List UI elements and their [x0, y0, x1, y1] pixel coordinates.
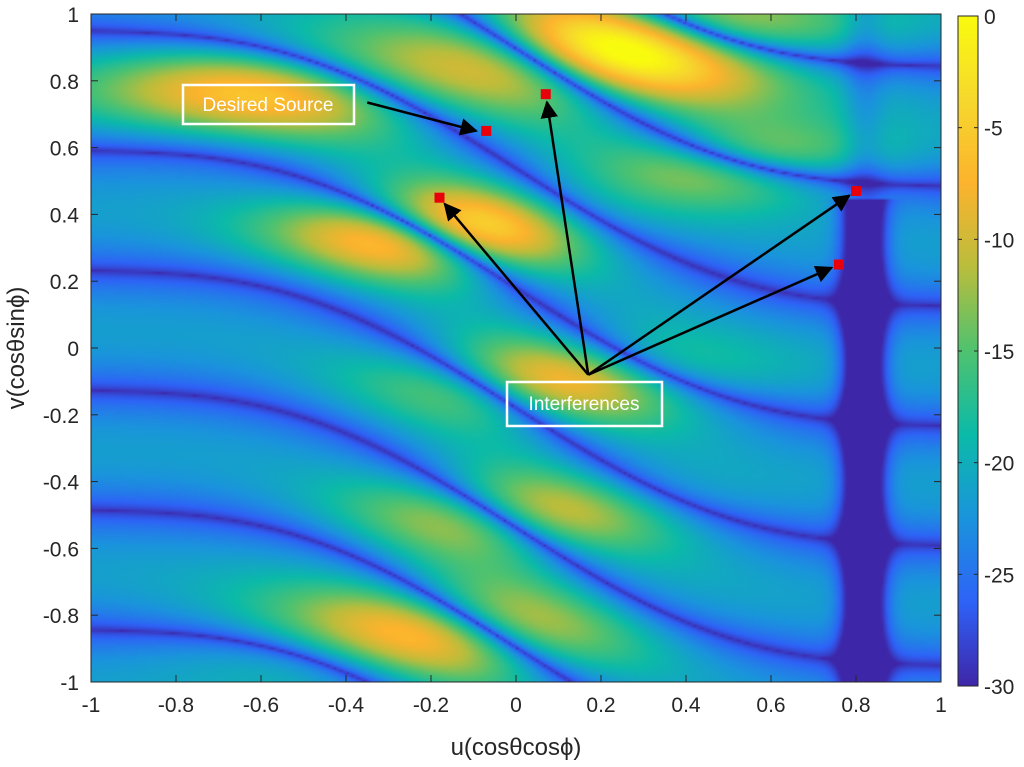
desired-source-label: Desired Source [203, 95, 334, 116]
y-tick-label: -0.6 [43, 538, 79, 561]
y-tick-label: -0.8 [43, 605, 79, 628]
x-tick-label: 1 [935, 694, 947, 717]
colorbar: 0 -5 -10 -15 -20 -25 -30 [957, 6, 1014, 699]
x-axis-label: u(cosθcosϕ) [451, 734, 582, 761]
desired-source-annotation: Desired Source [181, 83, 356, 126]
interference-marker [434, 192, 445, 203]
colorbar-gradient [958, 16, 978, 686]
colorbar-ticks: 0 -5 -10 -15 -20 -25 -30 [958, 6, 1014, 699]
plot-area [90, 13, 942, 683]
desired-source-box [181, 83, 356, 126]
x-tick-label: 0.4 [671, 694, 701, 717]
x-tick-label: 0.8 [841, 694, 870, 717]
interference-arrow [587, 194, 851, 376]
desired-source-marker [481, 125, 492, 136]
x-tick-label: 0.2 [586, 694, 615, 717]
colorbar-tick-label: -10 [984, 229, 1014, 252]
y-tick-label: 1 [67, 4, 79, 27]
colorbar-tick-label: -20 [984, 453, 1014, 476]
y-tick-label: -0.4 [43, 472, 80, 495]
y-tick-label: 0.2 [50, 271, 79, 294]
y-axis-label: v(cosθsinϕ) [3, 287, 30, 410]
y-tick-label: 0.4 [50, 204, 80, 227]
x-tick-label: 0 [510, 694, 522, 717]
interference-arrow [443, 202, 590, 376]
y-tick-label: -1 [60, 672, 79, 695]
desired-source-arrow [366, 101, 478, 136]
interference-arrow [540, 100, 590, 375]
interferences-label: Interferences [529, 394, 640, 415]
x-tick-label: 0.6 [756, 694, 785, 717]
y-tick-label: 0.8 [50, 71, 79, 94]
y-tick-label: 0.6 [50, 138, 79, 161]
x-tick-label: -1 [82, 694, 101, 717]
colorbar-tick-label: -5 [984, 118, 1003, 141]
x-axis-ticks: -1 -0.8 -0.6 -0.4 -0.2 0 0.2 0.4 0.6 0.8 1 [82, 14, 947, 717]
interference-marker [834, 259, 844, 270]
interference-marker [851, 186, 861, 197]
interferences-annotation: Interferences [505, 380, 664, 428]
interferences-box [505, 380, 664, 428]
x-tick-label: -0.4 [328, 694, 365, 717]
interference-marker [540, 89, 551, 100]
interference-arrow [587, 266, 834, 376]
colorbar-tick-label: -15 [984, 341, 1014, 364]
colorbar-tick-label: -25 [984, 564, 1014, 587]
y-tick-label: -0.2 [43, 405, 79, 428]
x-tick-label: -0.2 [413, 694, 449, 717]
x-tick-label: -0.8 [158, 694, 194, 717]
source-markers [434, 89, 861, 270]
annotation-arrows [366, 100, 851, 376]
heatmap-image [91, 14, 941, 682]
colorbar-tick-label: -30 [984, 676, 1014, 699]
y-tick-label: 0 [67, 338, 79, 361]
colorbar-tick-label: 0 [984, 6, 996, 29]
x-tick-label: -0.6 [243, 694, 279, 717]
y-axis-ticks: 1 0.8 0.6 0.4 0.2 0 -0.2 -0.4 -0.6 -0.8 -1 [43, 4, 941, 695]
